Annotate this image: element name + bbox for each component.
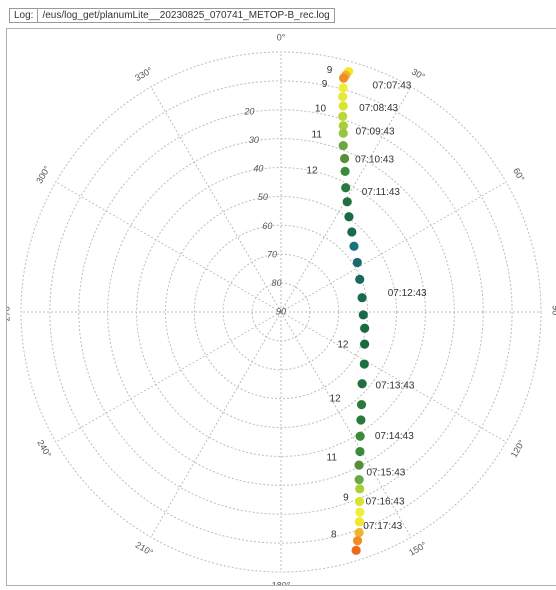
value-label: 12 (330, 394, 342, 405)
azimuth-label: 180° (272, 580, 291, 585)
track-point (358, 310, 368, 320)
track-point (341, 183, 351, 193)
azimuth-spoke (280, 181, 507, 313)
azimuth-spoke (55, 311, 282, 443)
track-point (355, 507, 365, 517)
track-point (349, 241, 359, 251)
azimuth-label: 30° (410, 66, 427, 82)
elevation-label: 20 (243, 107, 254, 117)
time-label: 07:08:43 (359, 103, 398, 114)
time-label: 07:15:43 (366, 467, 405, 478)
elevation-label: 30 (249, 135, 259, 145)
log-path[interactable]: /eus/log_get/planumLite__20230825_070741… (38, 7, 335, 23)
azimuth-label: 300° (34, 164, 52, 185)
track-point (338, 101, 348, 111)
track-point (354, 460, 364, 470)
time-label: 07:13:43 (375, 380, 414, 391)
time-label: 07:11:43 (362, 187, 401, 198)
track-point (354, 517, 365, 527)
polar-chart-panel: 0° 30° 60° 90° 120° 150° 180° 210° 240° 270° 300° 3… (1, 28, 556, 590)
elevation-ring (164, 195, 398, 429)
track-point (357, 379, 367, 389)
track-point (351, 545, 361, 555)
time-label: 07:12:43 (388, 288, 427, 299)
time-label: 07:07:43 (372, 80, 411, 91)
track-point (354, 496, 365, 507)
elevation-label: 90 (276, 306, 286, 316)
elevation-ring (20, 51, 542, 573)
track-point (360, 323, 370, 333)
track-point (357, 293, 367, 303)
azimuth-label: 240° (35, 438, 53, 459)
value-label: 9 (327, 65, 333, 76)
elevation-label: 80 (271, 278, 281, 288)
value-label: 9 (343, 493, 349, 504)
azimuth-label: 0° (277, 32, 286, 42)
elevation-label: 70 (267, 249, 277, 259)
track-point (338, 83, 348, 93)
track-point (339, 153, 350, 164)
track-point (356, 415, 366, 425)
elevation-ring (193, 224, 369, 400)
log-label: Log: (9, 7, 39, 23)
track-point (360, 339, 370, 349)
azimuth-spoke (150, 86, 282, 313)
track-point (338, 92, 348, 102)
value-label: 12 (337, 340, 349, 351)
azimuth-label: 120° (509, 438, 527, 459)
track-point (340, 166, 350, 176)
value-label: 11 (327, 452, 338, 463)
azimuth-spoke (150, 311, 282, 538)
track-point (356, 400, 367, 410)
elevation-ring (49, 80, 513, 544)
time-label: 07:16:43 (366, 497, 405, 508)
elevation-label: 50 (258, 192, 268, 202)
time-label: 07:09:43 (356, 126, 395, 137)
elevation-ring (78, 109, 484, 515)
track-point (355, 431, 365, 441)
time-label: 07:14:43 (375, 431, 414, 442)
track-point (338, 128, 348, 138)
track-point (338, 121, 348, 131)
value-label: 8 (331, 529, 337, 540)
track-point (338, 140, 348, 151)
azimuth-label: 90° (551, 305, 556, 319)
elevation-label: 40 (253, 164, 263, 174)
azimuth-label: 330° (133, 65, 154, 83)
track-point (352, 257, 362, 268)
azimuth-spoke (280, 311, 412, 538)
value-label: 10 (315, 104, 327, 115)
azimuth-label: 210° (134, 540, 155, 558)
track-point (354, 474, 364, 485)
value-label: 12 (306, 165, 318, 176)
track-point (355, 274, 365, 284)
azimuth-spoke (280, 311, 507, 443)
track-point (347, 227, 357, 237)
time-label: 07:10:43 (355, 155, 394, 166)
log-bar: Log: /eus/log_get/planumLite__20230825_0… (9, 7, 335, 23)
polar-chart: 0° 30° 60° 90° 120° 150° 180° 210° 240° 270° 300° 3… (1, 32, 556, 590)
track-point (355, 446, 365, 457)
azimuth-label: 270° (7, 302, 11, 321)
value-label: 9 (322, 79, 328, 90)
track-point (359, 359, 369, 369)
value-label: 11 (312, 129, 323, 140)
track-point (354, 527, 364, 538)
track-point (355, 484, 365, 494)
elevation-label: 60 (262, 221, 272, 231)
azimuth-label: 60° (511, 166, 527, 183)
track-point (352, 536, 363, 546)
azimuth-spoke (55, 181, 282, 313)
track-point (344, 212, 354, 222)
azimuth-label: 150° (407, 540, 428, 558)
track-point (338, 111, 348, 121)
time-label: 07:17:43 (363, 521, 402, 532)
track-point (342, 197, 352, 207)
track-point (339, 73, 349, 83)
